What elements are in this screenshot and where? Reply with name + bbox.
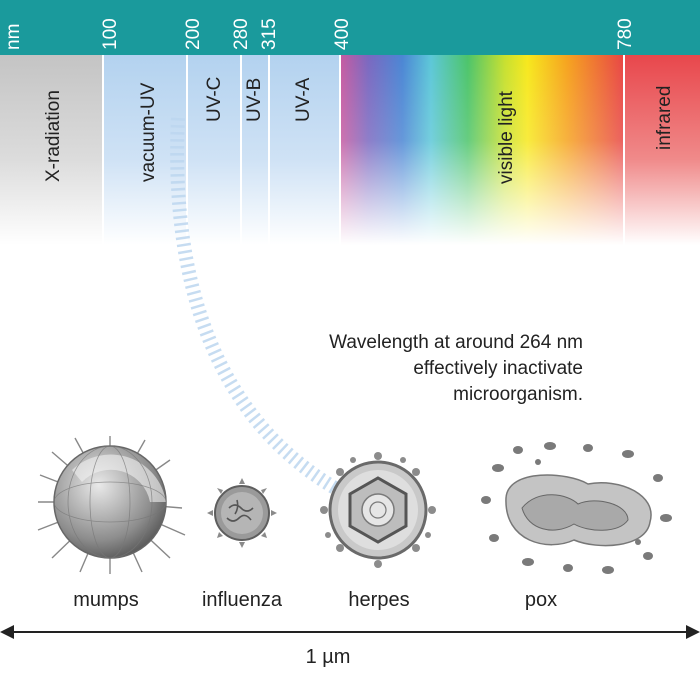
pox-virus-icon xyxy=(481,442,672,574)
wavelength-header xyxy=(0,0,700,55)
mumps-virus-icon xyxy=(37,436,186,574)
separator-315 xyxy=(268,55,270,245)
caption-line-1: Wavelength at around 264 nm xyxy=(329,332,583,353)
virus-label-influenza: influenza xyxy=(201,589,283,611)
virus-label-herpes: herpes xyxy=(348,589,410,611)
x-radiation-band xyxy=(0,55,103,245)
caption-line-3: microorganism. xyxy=(453,384,583,405)
separator-280 xyxy=(240,55,242,245)
uv-band xyxy=(103,55,340,245)
separator-400 xyxy=(339,55,341,245)
separator-200 xyxy=(186,55,188,245)
separator-100 xyxy=(102,55,104,245)
separator-780 xyxy=(623,55,625,245)
virus-label-pox: pox xyxy=(524,589,558,611)
caption-line-2: effectively inactivate xyxy=(413,358,583,379)
scale-label: 1 µm xyxy=(305,646,351,668)
visible-fade xyxy=(340,55,624,245)
infrared-band xyxy=(624,55,700,245)
herpes-virus-icon xyxy=(320,452,436,568)
virus-label-mumps: mumps xyxy=(73,589,139,611)
scale-arrow xyxy=(0,625,700,639)
influenza-virus-icon xyxy=(207,478,277,548)
